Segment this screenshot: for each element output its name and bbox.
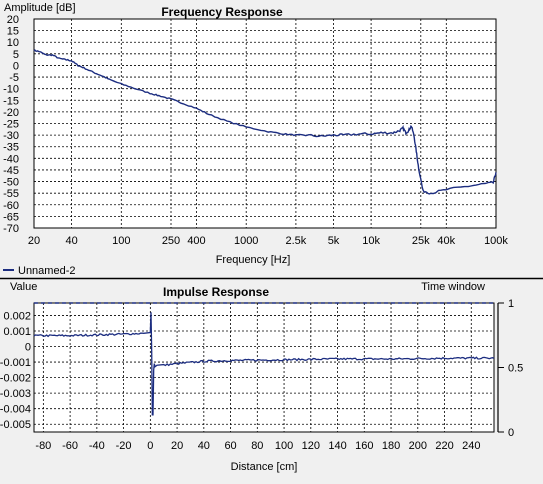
freq-x-tick-label: 10k — [362, 235, 380, 247]
freq-title: Frequency Response — [161, 5, 283, 19]
freq-y-tick-label: -10 — [3, 84, 19, 96]
impulse-series-line — [33, 312, 495, 416]
impulse-x-tick-label: 240 — [462, 440, 480, 452]
freq-y-axis-label: Amplitude [dB] — [4, 2, 76, 14]
legend-series-name: Unnamed-2 — [18, 265, 75, 277]
freq-y-tick-label: -40 — [3, 153, 19, 165]
impulse-y2-tick-label: 1 — [508, 298, 514, 310]
freq-y-tick-label: 20 — [7, 14, 19, 26]
freq-y-tick-label: 10 — [7, 37, 19, 49]
freq-y-ticks: 20151050-5-10-15-20-25-30-35-40-45-50-55… — [3, 14, 19, 235]
impulse-x-tick-label: 140 — [328, 440, 346, 452]
freq-y-tick-label: -15 — [3, 95, 19, 107]
freq-x-ticks: 20 40 100 250 400 1000 2.5k 5k 10k 25k 40k 100k — [28, 235, 509, 247]
freq-y-tick-label: -60 — [3, 200, 19, 212]
impulse-x-tick-label: 20 — [171, 440, 183, 452]
freq-y-tick-label: -50 — [3, 177, 19, 189]
impulse-y-tick-label: -0.002 — [0, 373, 31, 385]
impulse-x-tick-label: 100 — [275, 440, 293, 452]
freq-x-tick-label: 5k — [328, 235, 340, 247]
freq-x-tick-label: 25k — [412, 235, 430, 247]
impulse-x-tick-label: 120 — [302, 440, 320, 452]
freq-x-tick-label: 100 — [112, 235, 130, 247]
freq-x-tick-label: 2.5k — [286, 235, 307, 247]
freq-y-tick-label: -20 — [3, 107, 19, 119]
impulse-y-tick-label: -0.003 — [0, 388, 31, 400]
freq-y-tick-label: -5 — [9, 72, 19, 84]
legend[interactable]: Unnamed-2 — [3, 265, 75, 277]
freq-x-tick-label: 40k — [437, 235, 455, 247]
impulse-y-tick-label: -0.005 — [0, 419, 31, 431]
freq-y-tick-label: 5 — [13, 49, 19, 61]
impulse-x-tick-label: 160 — [355, 440, 373, 452]
impulse-x-ticks: -80 -60 -40 -20 0 20 40 60 80 100 120 140 160 180 200 2… — [35, 440, 480, 452]
impulse-y2-ticks: 10.50 — [497, 298, 523, 439]
impulse-y-axis-label: Value — [10, 281, 37, 293]
impulse-x-tick-label: -40 — [89, 440, 105, 452]
freq-x-tick-label: 400 — [187, 235, 205, 247]
impulse-plot-area — [33, 302, 495, 433]
freq-y-tick-label: -65 — [3, 211, 19, 223]
impulse-y-tick-label: -0.001 — [0, 357, 31, 369]
freq-x-tick-label: 1000 — [234, 235, 258, 247]
impulse-y2-axis-label: Time window — [421, 281, 485, 293]
impulse-y2-tick-label: 0 — [508, 427, 514, 439]
freq-series-line — [33, 49, 497, 195]
freq-y-tick-label: -25 — [3, 119, 19, 131]
impulse-title: Impulse Response — [163, 285, 269, 299]
impulse-series — [33, 302, 495, 416]
impulse-y-tick-label: -0.004 — [0, 404, 31, 416]
freq-y-tick-label: 0 — [13, 60, 19, 72]
impulse-x-tick-label: 0 — [147, 440, 153, 452]
impulse-y-tick-label: 0.002 — [3, 310, 31, 322]
impulse-x-tick-label: 220 — [435, 440, 453, 452]
impulse-x-tick-label: 60 — [224, 440, 236, 452]
freq-x-axis-label: Frequency [Hz] — [216, 254, 291, 266]
impulse-x-tick-label: 80 — [251, 440, 263, 452]
impulse-x-tick-label: 200 — [409, 440, 427, 452]
freq-y-tick-label: -35 — [3, 142, 19, 154]
freq-y-tick-label: -30 — [3, 130, 19, 142]
impulse-x-tick-label: -80 — [35, 440, 51, 452]
freq-y-tick-label: 15 — [7, 26, 19, 38]
impulse-x-tick-label: -20 — [116, 440, 132, 452]
freq-series — [33, 49, 497, 195]
impulse-x-axis-label: Distance [cm] — [231, 461, 298, 473]
freq-x-tick-label: 100k — [484, 235, 508, 247]
impulse-y-tick-label: 0.001 — [3, 326, 31, 338]
freq-y-tick-label: -70 — [3, 223, 19, 235]
freq-x-tick-label: 250 — [162, 235, 180, 247]
impulse-x-tick-label: 40 — [198, 440, 210, 452]
freq-y-tick-label: -45 — [3, 165, 19, 177]
freq-x-tick-label: 40 — [65, 235, 77, 247]
freq-chart: 20151050-5-10-15-20-25-30-35-40-45-50-55… — [3, 2, 508, 266]
impulse-x-tick-label: -60 — [62, 440, 78, 452]
freq-y-tick-label: -55 — [3, 188, 19, 200]
impulse-gridlines — [34, 303, 494, 432]
impulse-chart: 0.002 0.001 0 -0.001 -0.002 -0.003 -0.004 -0.00… — [0, 281, 523, 473]
impulse-y-tick-label: 0 — [25, 342, 31, 354]
freq-x-tick-label: 20 — [28, 235, 40, 247]
impulse-y-ticks: 0.002 0.001 0 -0.001 -0.002 -0.003 -0.004 -0.00… — [0, 310, 31, 431]
impulse-y2-tick-label: 0.5 — [508, 363, 523, 375]
impulse-x-tick-label: 180 — [382, 440, 400, 452]
